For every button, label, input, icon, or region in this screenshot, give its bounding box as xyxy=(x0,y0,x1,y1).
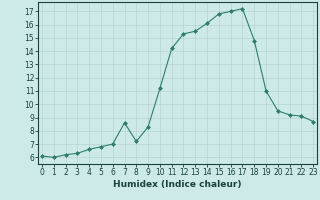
X-axis label: Humidex (Indice chaleur): Humidex (Indice chaleur) xyxy=(113,180,242,189)
